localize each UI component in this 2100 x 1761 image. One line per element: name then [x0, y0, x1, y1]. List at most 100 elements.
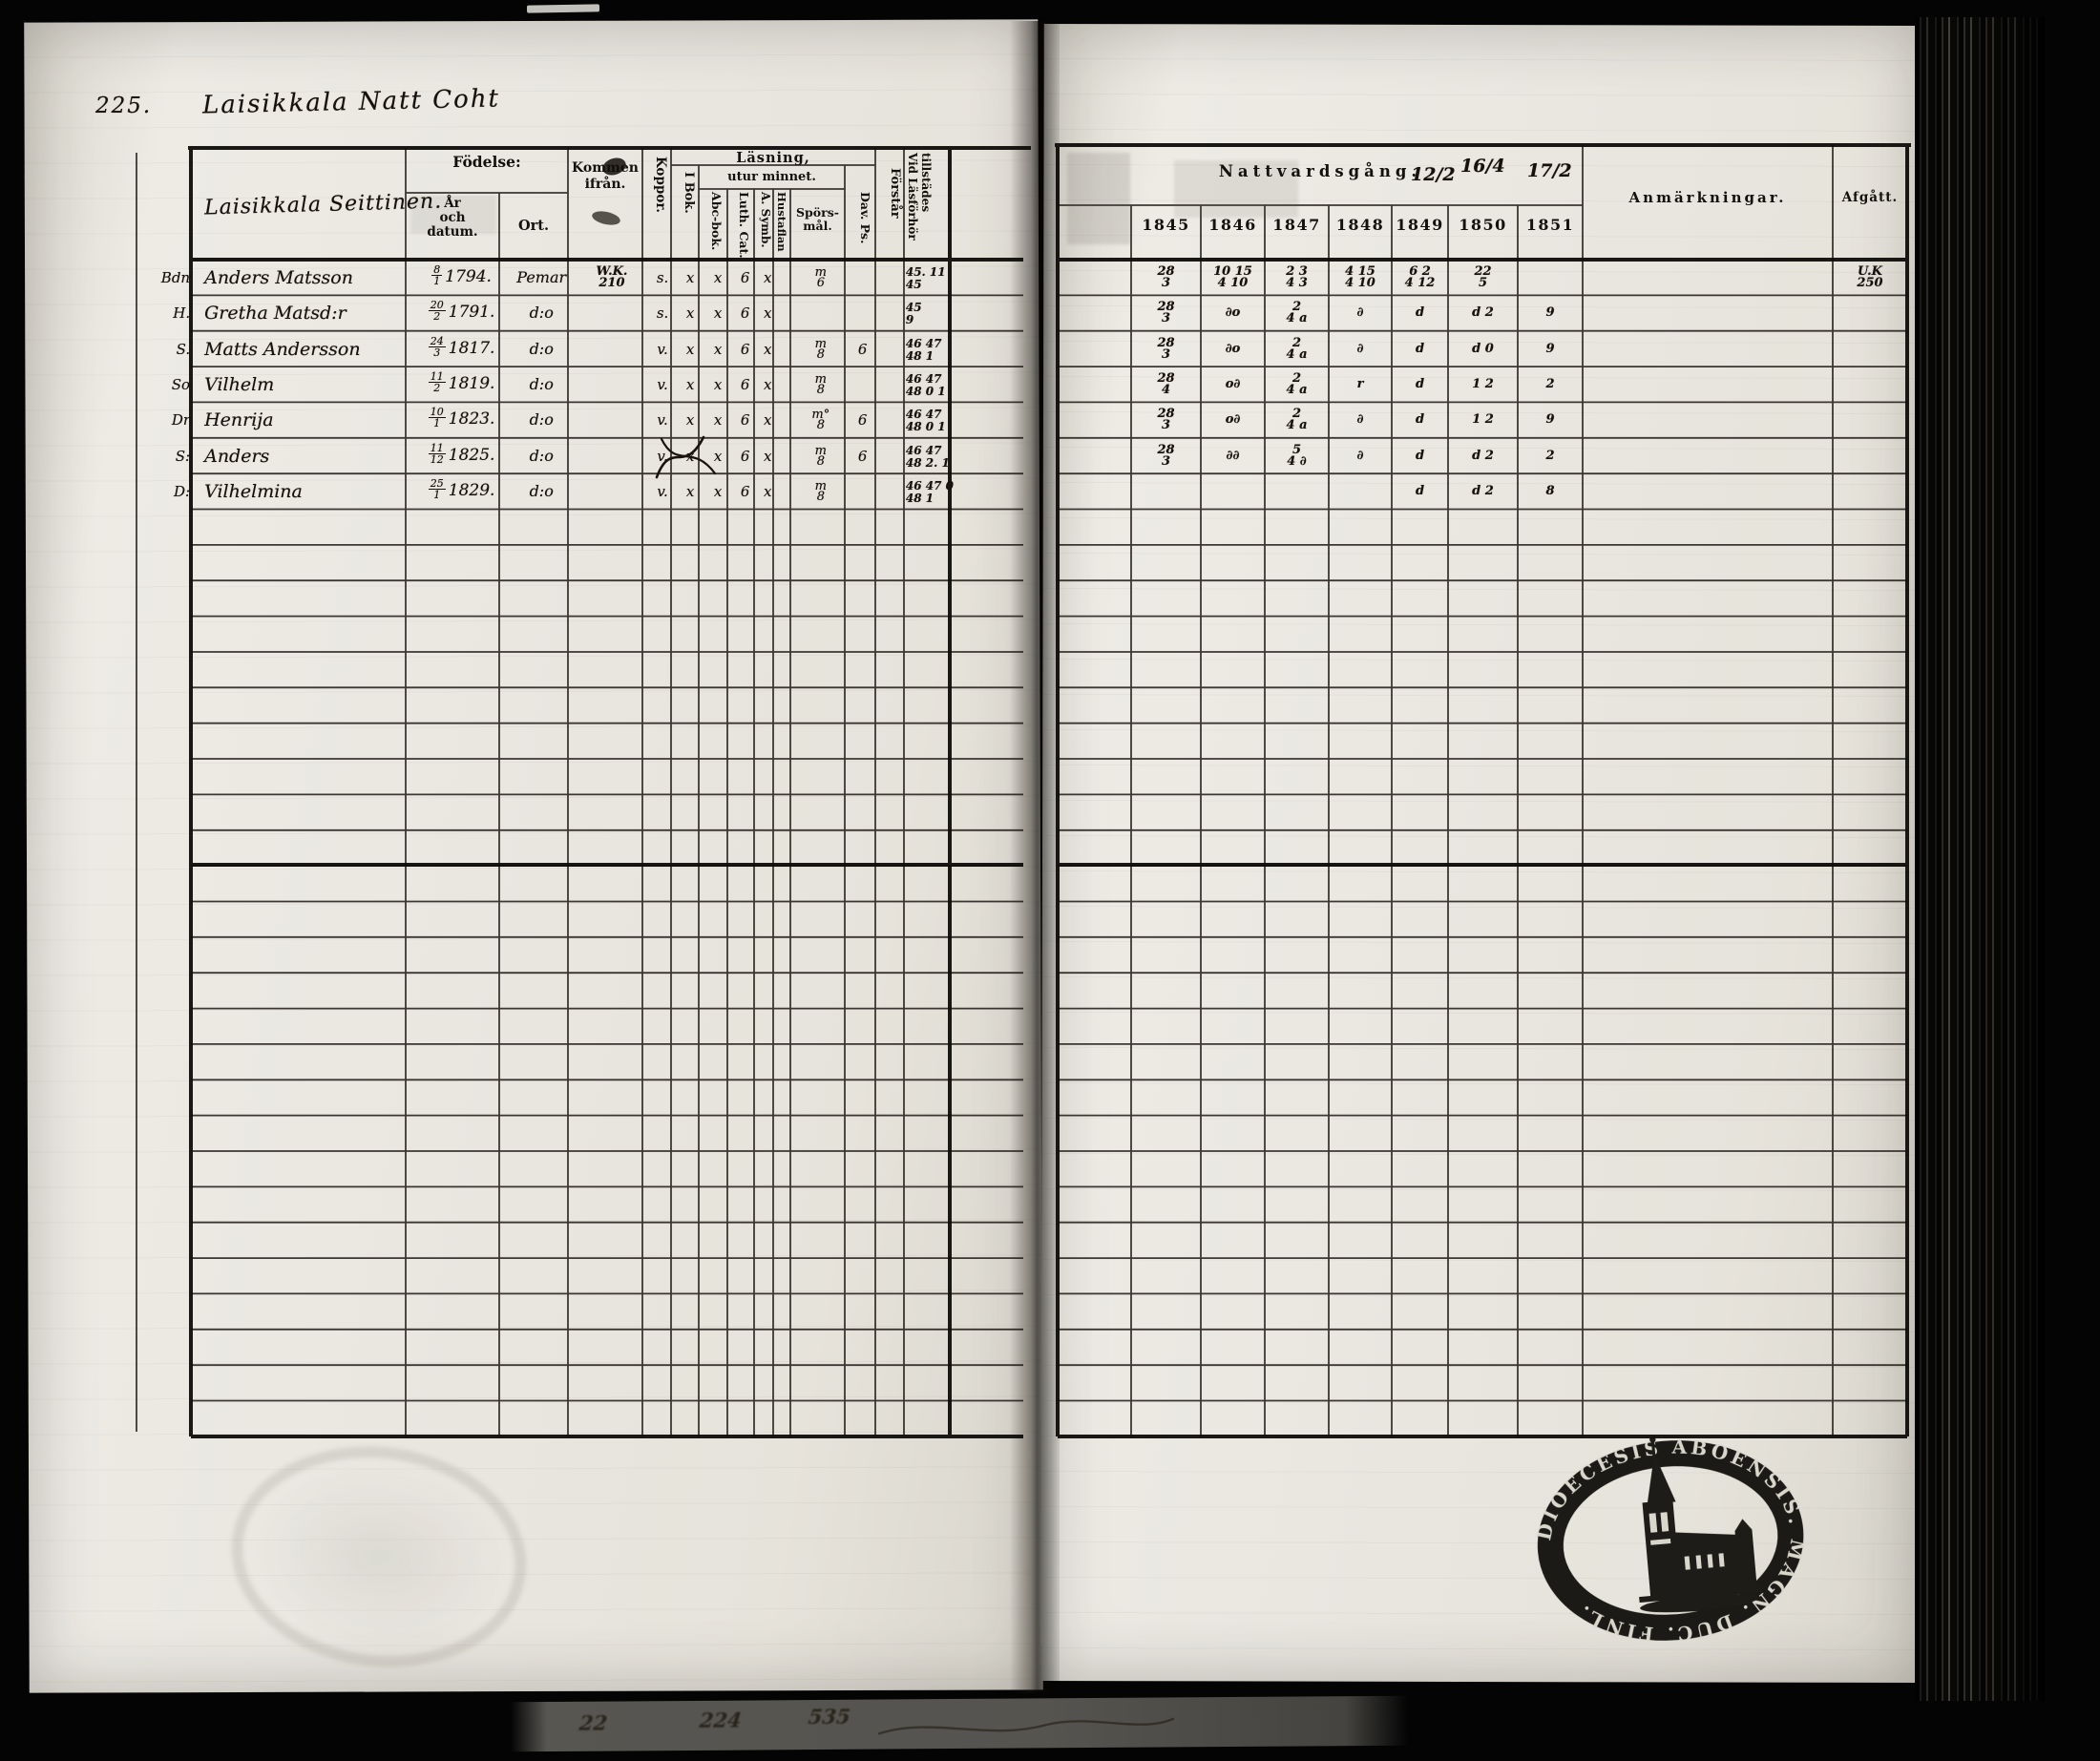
cell-smallpox: v.: [657, 340, 668, 358]
record-row: D: Vilhelmina 25 1 1829. d:o v. x x 6 x m …: [138, 473, 1012, 509]
cell-born: 25 1 1829.: [428, 476, 495, 501]
cell-communion: d: [1415, 341, 1425, 356]
cell-name: Henrija: [204, 409, 274, 430]
communion-row: 28 3 ∂o 2 4 a ∂ d d 0 9: [1058, 331, 1907, 367]
cell-born: 20 2 1791.: [428, 298, 495, 323]
cell-relation: D:: [174, 482, 191, 500]
film-frame-number: 224: [698, 1708, 744, 1732]
cell-name: Anders Matsson: [204, 266, 353, 288]
dust-speck: [1229, 78, 1239, 82]
handwritten-date: 12/2: [1411, 164, 1456, 185]
cell-mark: x: [713, 304, 723, 322]
film-strip: 22 224 535: [510, 1695, 1409, 1752]
ink-bleed-smudge: [1067, 153, 1130, 244]
ink-bleed-smudge: [410, 196, 496, 234]
cell-examination: 46 47 48 2. 1: [905, 443, 950, 470]
cell-relation: Dr: [171, 410, 191, 429]
cell-communion: ∂: [1356, 341, 1364, 356]
cell-communion: 5 4 ∂: [1287, 443, 1307, 469]
cell-communion: d: [1415, 448, 1425, 463]
cell-arrived-from: W.K. 210: [596, 263, 628, 290]
cell-relation: Bdn: [160, 268, 191, 286]
cell-smallpox: v.: [657, 447, 668, 465]
cell-mark: x: [713, 340, 723, 358]
cell-birthplace: d:o: [529, 303, 554, 322]
communion-row: 28 3 10 15 4 10 2 3 4 3 4 15 4 10 6 2 4 …: [1058, 260, 1907, 295]
cell-examination: 46 47 48 0 1: [905, 407, 946, 433]
born-fraction: 24 3: [428, 334, 446, 359]
cell-relation: H.: [173, 304, 191, 322]
cell-name: Gretha Matsd:r: [204, 302, 346, 324]
cell-smallpox: s.: [656, 304, 669, 322]
cell-communion: d: [1415, 304, 1425, 320]
cell-communion: 2 4 a: [1286, 407, 1308, 432]
cell-mark: x: [764, 447, 772, 465]
cell-communion: 2: [1545, 448, 1555, 463]
cell-communion: 6 2 4 12: [1404, 264, 1436, 290]
cell-mark: x: [764, 375, 772, 393]
year-label: 1850: [1459, 216, 1507, 234]
cell-communion: ∂: [1356, 448, 1364, 463]
cell-communion: 28 4: [1157, 371, 1175, 397]
page-number: 225.: [95, 94, 153, 118]
header-lasning: Läsning,: [736, 150, 810, 166]
cell-mark: 6: [857, 410, 868, 429]
handwritten-flourish-mark: [655, 435, 717, 479]
cell-communion: ∂o: [1225, 341, 1241, 356]
cell-birthplace: d:o: [529, 409, 554, 429]
cell-communion: r: [1356, 376, 1364, 391]
cell-mark: x: [685, 340, 695, 358]
cell-mark: x: [713, 410, 723, 429]
header-i-bok: I Bok.: [682, 172, 696, 214]
cell-communion: d: [1415, 376, 1425, 391]
cell-mark: 6: [857, 447, 868, 465]
cell-communion: 22 5: [1474, 264, 1492, 290]
cell-born: 24 3 1817.: [428, 334, 495, 359]
ink-bleed-smudge: [1174, 160, 1298, 218]
record-row: Dr Henrija 10 1 1823. d:o v. x x 6 x m° 8 …: [138, 402, 1012, 437]
cell-mark: m 8: [814, 371, 827, 397]
year-label: 1846: [1208, 216, 1257, 234]
cell-mark: x: [685, 482, 695, 500]
communion-row: 28 3 ∂∂ 5 4 ∂ ∂ d d 2 2: [1058, 438, 1907, 473]
header-ar-och-datum: År och datum.: [427, 196, 478, 240]
cell-birthplace: d:o: [529, 339, 554, 358]
born-fraction: 11 12: [428, 441, 446, 466]
header-luth-cat: Luth. Cat.: [737, 192, 751, 259]
cell-communion: 28 3: [1157, 443, 1175, 469]
cell-examination: 46 47 48 0 1: [905, 371, 946, 398]
header-forstar: Förstår: [888, 168, 902, 219]
record-row: H. Gretha Matsd:r 20 2 1791. d:o s. x x 6 …: [138, 295, 1012, 330]
cell-birthplace: Pemar: [516, 267, 567, 286]
year-label: 1848: [1335, 216, 1385, 234]
header-nattvardsgang: Nattvardsgång.: [1218, 162, 1422, 180]
cell-name: Matts Andersson: [204, 338, 361, 360]
cell-mark: 6: [740, 304, 750, 322]
film-frame-number: 22: [578, 1710, 609, 1735]
cell-communion: ∂: [1356, 411, 1364, 427]
cell-mark: 6: [740, 447, 750, 465]
record-row: S. Matts Andersson 24 3 1817. d:o v. x x 6…: [138, 331, 1012, 367]
cell-mark: x: [764, 268, 772, 286]
cell-examination: 46 47 48 1: [905, 336, 942, 363]
handwritten-date: 17/2: [1527, 160, 1572, 181]
cell-departed: U.K 250: [1857, 263, 1883, 290]
cell-smallpox: v.: [657, 375, 668, 393]
born-fraction: 11 2: [428, 369, 446, 394]
header-a-symb: A. Symb.: [759, 192, 772, 248]
cell-examination: 45 9: [905, 300, 922, 326]
cell-born: 11 2 1819.: [428, 369, 495, 394]
cell-name: Anders: [204, 445, 270, 467]
cell-communion: 1 2: [1472, 376, 1494, 391]
born-fraction: 10 1: [428, 405, 446, 430]
cell-mark: m° 8: [811, 407, 830, 432]
cell-mark: x: [685, 410, 695, 429]
handwritten-date: 16/4: [1460, 156, 1505, 177]
cell-examination: 45. 11 45: [905, 264, 946, 291]
communion-row: 28 4 o∂ 2 4 a r d 1 2 2: [1058, 367, 1907, 402]
communion-row: 28 3 ∂o 2 4 a ∂ d d 2 9: [1058, 295, 1907, 330]
born-fraction: 20 2: [428, 298, 446, 323]
communion-row: d d 2 8: [1058, 473, 1907, 509]
